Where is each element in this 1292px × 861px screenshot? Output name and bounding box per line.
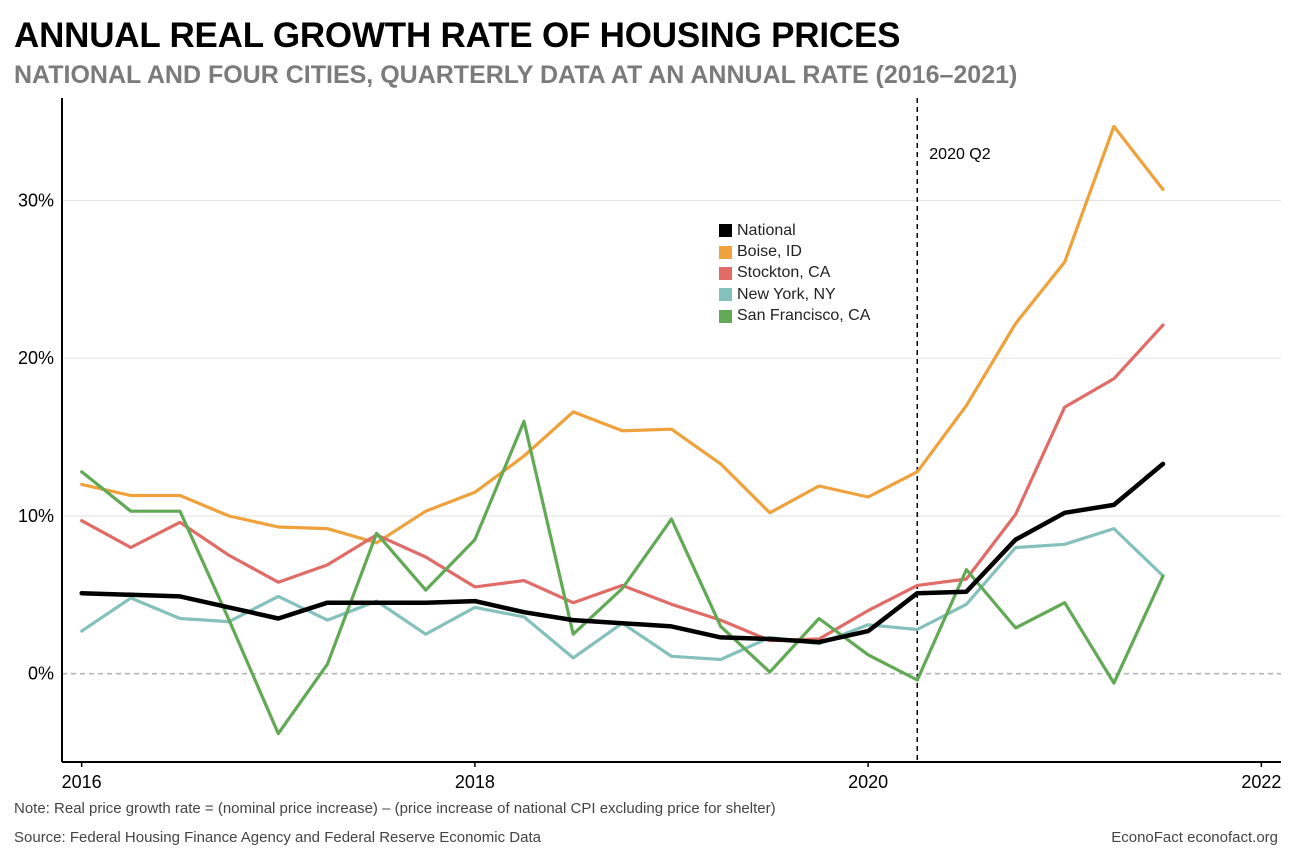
y-tick-label: 10% [18, 506, 54, 526]
chart-subtitle: NATIONAL AND FOUR CITIES, QUARTERLY DATA… [14, 61, 1018, 89]
legend-label: National [737, 221, 796, 239]
legend-swatch [719, 266, 732, 280]
annotation: 2020 Q2 [916, 98, 991, 762]
annotation-label: 2020 Q2 [929, 146, 990, 163]
x-tick-label: 2020 [848, 772, 888, 792]
y-tick-label: 0% [28, 664, 54, 684]
legend-label: Stockton, CA [737, 264, 831, 282]
series-line-new-york-ny [80, 526, 1165, 662]
series-line-san-francisco-ca [80, 419, 1165, 736]
x-tick-label: 2018 [455, 772, 495, 792]
footnote: Note: Real price growth rate = (nominal … [14, 800, 776, 817]
series-lines [79, 124, 1166, 736]
legend-swatch [719, 309, 732, 323]
tick-labels: 0% 10% 20% 30% 2016 2018 2020 2022 [18, 191, 1281, 792]
chart-title: ANNUAL REAL GROWTH RATE OF HOUSING PRICE… [14, 16, 901, 55]
gridlines [62, 200, 1281, 675]
legend-label: San Francisco, CA [737, 307, 871, 325]
legend-label: New York, NY [737, 285, 836, 303]
legend-label: Boise, ID [737, 243, 802, 261]
y-tick-label: 30% [18, 191, 54, 211]
legend-item: Boise, ID [719, 241, 870, 262]
series-line-national [79, 461, 1166, 645]
legend-item: National [719, 220, 870, 241]
x-tick-label: 2022 [1241, 772, 1281, 792]
legend-item: San Francisco, CA [719, 306, 870, 327]
series-line-stockton-ca [80, 323, 1165, 643]
legend: National Boise, ID Stockton, CA New York, N… [719, 220, 870, 327]
x-tick-label: 2016 [62, 772, 102, 792]
axes [61, 98, 1281, 767]
series-line-boise-id [80, 124, 1165, 545]
legend-swatch [719, 245, 732, 259]
legend-swatch [719, 224, 732, 238]
brand-credit: EconoFact econofact.org [1111, 829, 1278, 846]
legend-item: Stockton, CA [719, 263, 870, 284]
legend-item: New York, NY [719, 284, 870, 305]
y-tick-label: 20% [18, 348, 54, 368]
source-note: Source: Federal Housing Finance Agency a… [14, 829, 541, 846]
legend-swatch [719, 288, 732, 302]
